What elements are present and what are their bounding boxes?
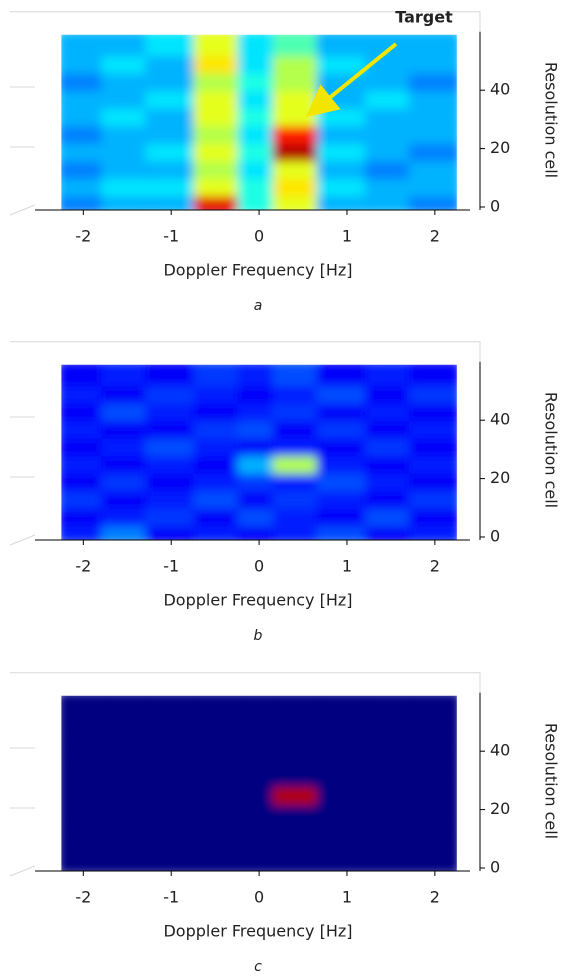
cell	[193, 34, 246, 57]
x-tick-label: 2	[430, 888, 440, 907]
x-tick-label: 1	[342, 227, 352, 246]
x-tick-label: 1	[342, 557, 352, 576]
cell	[193, 364, 246, 387]
x-tick-label: -2	[75, 888, 91, 907]
x-tick-label: 1	[342, 888, 352, 907]
cell	[193, 695, 246, 718]
annotation-arrow	[305, 42, 398, 118]
cell	[237, 34, 281, 57]
surface-cells	[61, 364, 457, 540]
cell	[364, 695, 417, 718]
surface	[61, 695, 457, 871]
cell	[364, 34, 417, 57]
pane-frame	[9, 11, 481, 216]
cell	[145, 34, 202, 57]
cell	[272, 695, 325, 718]
y-tick-label: 20	[490, 799, 510, 818]
x-axis-label: Doppler Frequency [Hz]	[163, 591, 352, 610]
x-tick-label: 2	[430, 557, 440, 576]
x-axis-label: Doppler Frequency [Hz]	[163, 922, 352, 941]
caption: a	[254, 298, 263, 314]
cell	[272, 34, 325, 57]
cell	[145, 364, 202, 387]
annotation: Target	[395, 8, 453, 27]
cell	[101, 364, 154, 387]
pane-frame	[9, 341, 481, 546]
y-tick-label: 40	[490, 410, 510, 429]
surface-cells	[61, 695, 457, 871]
surface-cells	[61, 34, 457, 210]
y-tick-label: 20	[490, 138, 510, 157]
cell	[61, 364, 110, 387]
cell	[61, 34, 110, 57]
x-tick-label: -1	[163, 227, 179, 246]
caption: b	[254, 628, 263, 644]
y-axis-label: Resolution cell	[542, 62, 561, 178]
cell	[364, 364, 417, 387]
cell	[408, 695, 457, 718]
y-tick-label: 20	[490, 468, 510, 487]
x-tick-label: 0	[254, 557, 264, 576]
y-tick-label: 0	[490, 527, 500, 546]
x-axis-label: Doppler Frequency [Hz]	[163, 261, 352, 280]
y-axis-label: Resolution cell	[542, 723, 561, 839]
x-tick-label: -1	[163, 888, 179, 907]
y-tick-label: 0	[490, 197, 500, 216]
surface	[61, 364, 457, 540]
x-tick-label: -1	[163, 557, 179, 576]
cell	[272, 364, 325, 387]
cell	[316, 364, 373, 387]
cell	[408, 364, 457, 387]
y-axis-label: Resolution cell	[542, 392, 561, 508]
cell	[408, 34, 457, 57]
x-tick-label: 2	[430, 227, 440, 246]
cell	[61, 695, 110, 718]
y-tick-label: 40	[490, 80, 510, 99]
cell	[237, 695, 281, 718]
x-tick-label: -2	[75, 557, 91, 576]
caption: c	[254, 959, 262, 975]
cell	[316, 695, 373, 718]
cell	[101, 695, 154, 718]
x-tick-label: 0	[254, 227, 264, 246]
x-tick-label: 0	[254, 888, 264, 907]
y-tick-label: 40	[490, 741, 510, 760]
cell	[101, 34, 154, 57]
y-tick-label: 0	[490, 858, 500, 877]
x-tick-label: -2	[75, 227, 91, 246]
surface	[61, 34, 457, 210]
cell	[316, 34, 373, 57]
pane-frame	[9, 672, 481, 877]
cell	[145, 695, 202, 718]
cell	[237, 364, 281, 387]
